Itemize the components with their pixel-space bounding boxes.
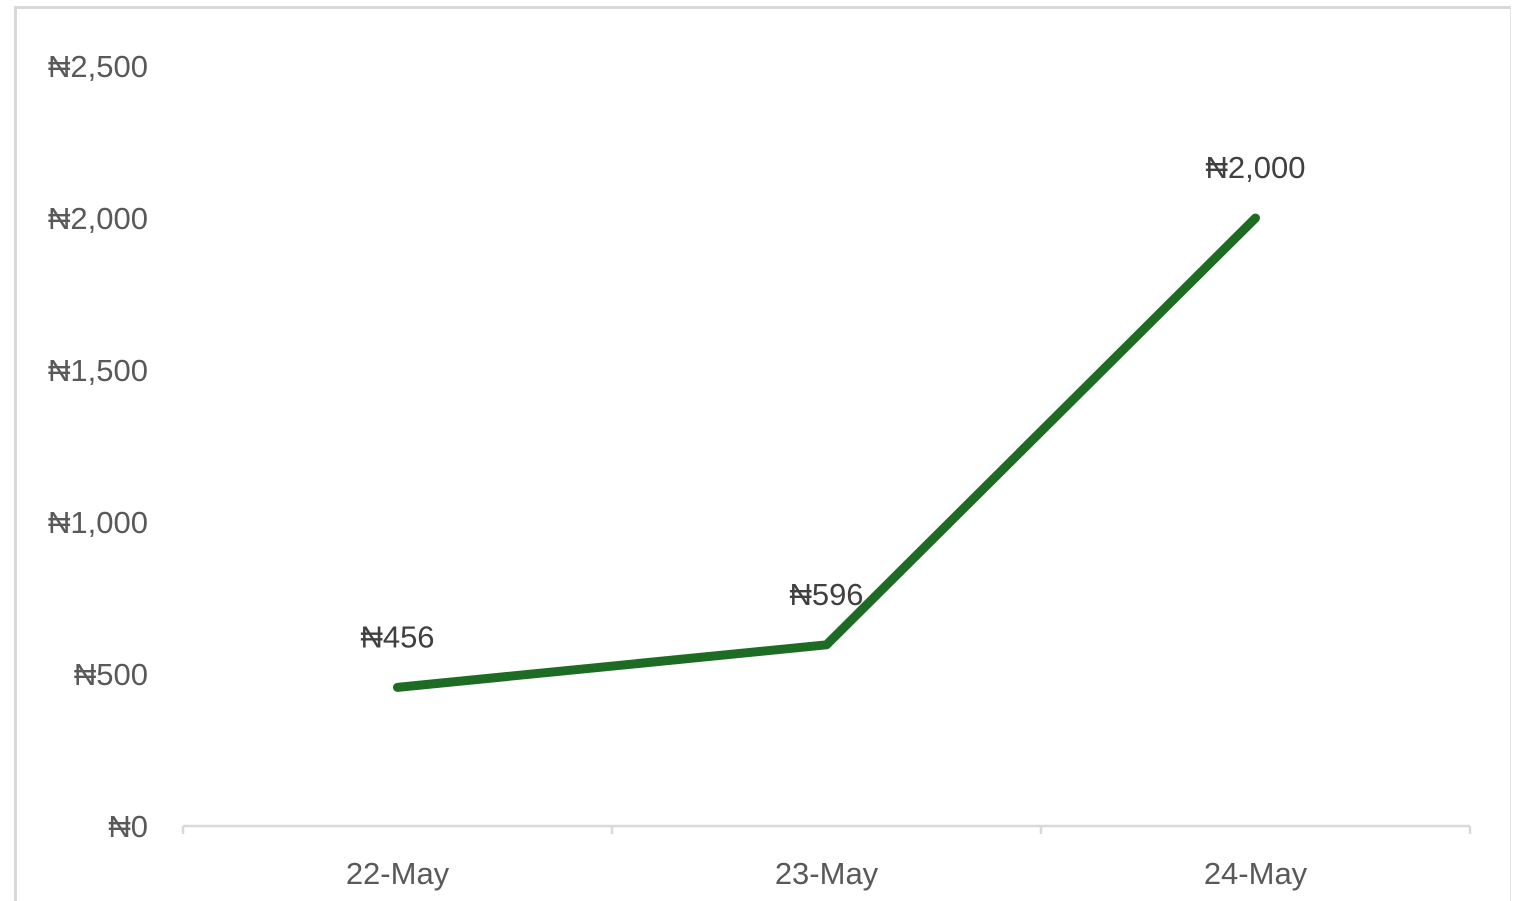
y-tick-label: ₦2,000 [48,201,148,236]
chart-area [14,6,1511,901]
y-tick-label: ₦2,500 [48,49,148,84]
data-label: ₦456 [360,619,434,654]
data-labels: ₦456 ₦596 ₦2,000 [360,150,1305,654]
series-line [393,213,1260,692]
data-label: ₦2,000 [1206,150,1306,185]
x-tick-label: 24-May [1204,856,1308,891]
y-tick-label: ₦500 [74,657,148,692]
y-tick-label: ₦1,500 [48,353,148,388]
y-tick-label: ₦0 [108,809,148,844]
data-label: ₦596 [789,577,863,612]
x-axis: 22-May 23-May 24-May [181,824,1472,891]
y-tick-label: ₦1,000 [48,505,148,540]
y-axis-tick-labels: ₦0 ₦500 ₦1,000 ₦1,500 ₦2,000 ₦2,500 [48,49,148,844]
x-tick-label: 23-May [775,856,879,891]
series-group [393,213,1260,692]
x-tick-label: 22-May [346,856,450,891]
